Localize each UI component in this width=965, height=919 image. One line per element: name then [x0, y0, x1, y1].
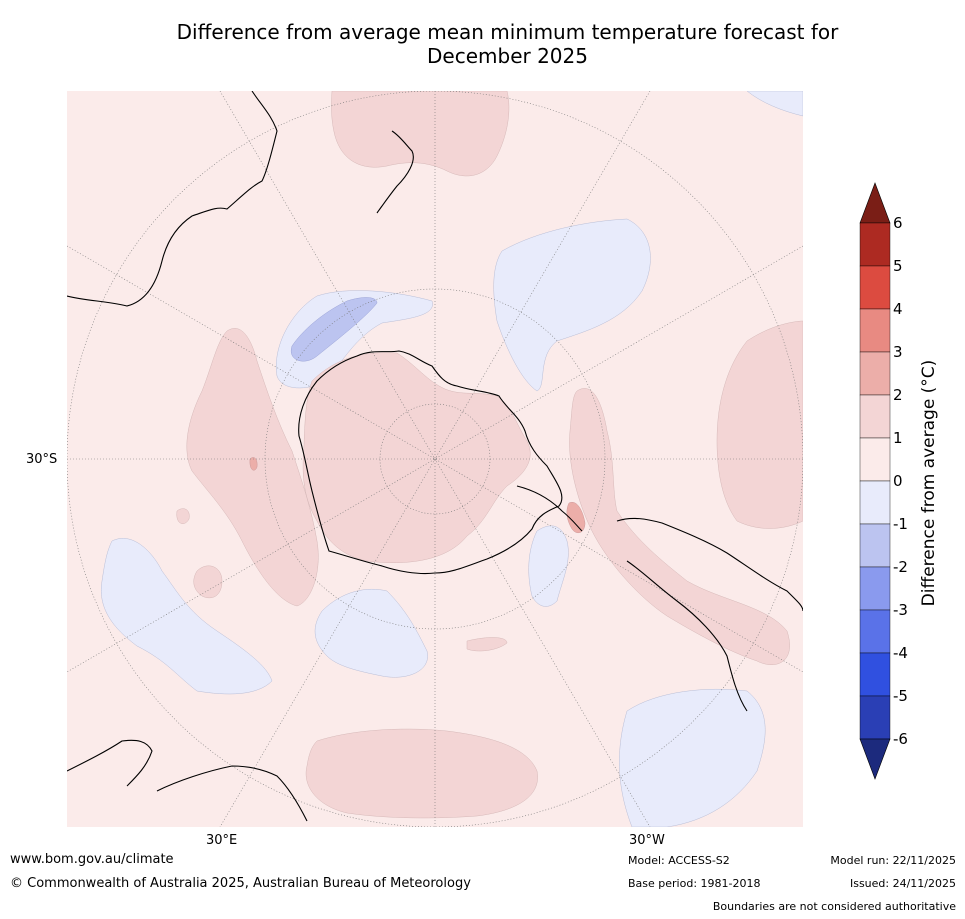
coastlines [67, 91, 803, 822]
colorbar-extend-min [859, 738, 891, 780]
colorbar-band [859, 394, 891, 439]
cool-core-indian-ocean [290, 297, 378, 362]
cool-region-corner [746, 91, 803, 117]
colorbar-band [859, 695, 891, 740]
copyright-text: © Commonwealth of Australia 2025, Austra… [10, 876, 471, 891]
cooler-anomaly-regions [290, 297, 378, 362]
chart-title: Difference from average mean minimum tem… [100, 20, 915, 68]
colorbar-band [859, 523, 891, 568]
cool-anomaly-regions [100, 91, 803, 827]
graticule [67, 91, 803, 827]
model-run-text: Model run: 22/11/2025 [830, 854, 956, 867]
colorbar-tick-label: -5 [893, 687, 908, 705]
colorbar-tick-label: 4 [893, 300, 903, 318]
colorbar-band [859, 609, 891, 654]
cool-region-southwest-indian [100, 538, 273, 695]
colorbar-band [859, 480, 891, 525]
meridian-30w [219, 91, 651, 827]
forecast-map [67, 91, 803, 827]
warm-core-indian-ocean [249, 457, 258, 471]
latitude-label-30s: 30°S [26, 452, 58, 467]
warm-region-east-pacific [716, 320, 803, 529]
warm-region-small-3 [466, 637, 508, 652]
colorbar-tick-label: -1 [893, 515, 908, 533]
title-line-2: December 2025 [427, 44, 588, 68]
colorbar-band [859, 265, 891, 310]
cool-region-south-atlantic [493, 218, 651, 392]
disclaimer-text: Boundaries are not considered authoritat… [712, 900, 956, 913]
meridian-60e [67, 245, 803, 673]
africa-coastline [67, 739, 308, 822]
warm-region-south-america [569, 388, 790, 665]
south-america-coastline [616, 517, 803, 712]
cool-region-indian-ocean [275, 290, 433, 389]
colorbar-band [859, 222, 891, 267]
meridian-60w [67, 245, 803, 673]
colorbar-band [859, 566, 891, 611]
colorbar-band [859, 308, 891, 353]
warmer-anomaly-regions [249, 457, 586, 534]
colorbar-label: Difference from average (°C) [919, 359, 939, 607]
warm-region-small-2 [176, 508, 190, 524]
warm-region-new-zealand [331, 91, 510, 177]
colorbar-band [859, 652, 891, 697]
colorbar-tick-label: 0 [893, 472, 903, 490]
australia-coastline [67, 91, 278, 307]
cool-region-south-pacific [619, 688, 766, 827]
colorbar-extend-max [859, 182, 891, 224]
warm-region-south-atlantic-patch [305, 728, 538, 819]
colorbar-tick-label: -2 [893, 558, 908, 576]
colorbar-tick-label: 5 [893, 257, 903, 275]
cool-region-south-of-africa [314, 588, 428, 678]
colorbar-tick-label: -3 [893, 601, 908, 619]
cool-region-drake-passage [528, 525, 569, 607]
colorbar-band [859, 351, 891, 396]
website-link[interactable]: www.bom.gov.au/climate [10, 852, 174, 867]
model-text: Model: ACCESS-S2 [628, 854, 730, 867]
base-period-text: Base period: 1981-2018 [628, 877, 761, 890]
longitude-label-30e: 30°E [206, 833, 238, 848]
colorbar-tick-label: -4 [893, 644, 908, 662]
colorbar-tick-label: 2 [893, 386, 903, 404]
issued-text: Issued: 24/11/2025 [849, 877, 956, 890]
colorbar-tick-label: 6 [893, 214, 903, 232]
title-line-1: Difference from average mean minimum tem… [176, 20, 839, 44]
antarctica-coastline [298, 350, 563, 575]
longitude-label-30w: 30°W [629, 833, 665, 848]
new-zealand-coastline [376, 130, 414, 214]
colorbar-tick-label: -6 [893, 730, 908, 748]
colorbar-band [859, 437, 891, 482]
warm-region-small-1 [193, 565, 223, 599]
antarctic-peninsula-coastline [516, 485, 583, 532]
colorbar-tick-label: 1 [893, 429, 903, 447]
map-svg [67, 91, 803, 827]
colorbar-tick-label: 3 [893, 343, 903, 361]
colorbar [859, 182, 891, 780]
